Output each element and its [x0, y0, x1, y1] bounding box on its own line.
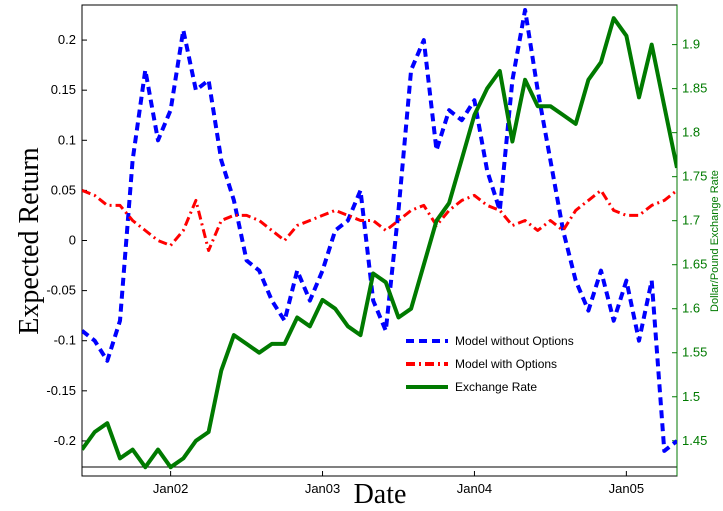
y-axis-right: 1.45 1.5 1.55 1.6 1.65 1.7 1.75 1.8 1.85 1.9: [672, 5, 707, 476]
legend: Model without Options Model with Options…: [398, 328, 628, 426]
y-tick-label: 0.15: [51, 82, 76, 97]
y2-tick-label: 1.6: [682, 301, 700, 316]
series-line-exchange-rate: [82, 16, 677, 470]
y2-tick-label: 1.5: [682, 389, 700, 404]
y2-tick-label: 1.75: [682, 169, 707, 184]
y-axis-label: Expected Return: [14, 147, 45, 334]
series-line-model-without-options: [82, 8, 677, 453]
series-layer: [82, 8, 677, 470]
legend-label-model-without-options: Model without Options: [455, 334, 574, 348]
y-tick-label: -0.1: [54, 333, 76, 348]
x-tick-label: Jan05: [609, 481, 644, 496]
y2-tick-label: 1.7: [682, 213, 700, 228]
legend-box: [398, 328, 628, 426]
y-tick-label: 0.1: [58, 132, 76, 147]
x-tick-label: Jan02: [153, 481, 188, 496]
y2-tick-label: 1.55: [682, 345, 707, 360]
y2-tick-label: 1.85: [682, 81, 707, 96]
legend-label-exchange-rate: Exchange Rate: [455, 380, 537, 394]
y-axis-left: -0.2 -0.15 -0.1 -0.05 0 0.05 0.1 0.15 0.2: [46, 32, 87, 448]
y-tick-label: -0.05: [46, 283, 76, 298]
y2-tick-label: 1.45: [682, 433, 707, 448]
y-tick-label: -0.15: [46, 383, 76, 398]
legend-label-model-with-options: Model with Options: [455, 357, 557, 371]
x-axis: Jan02 Jan03 Jan04 Jan05: [153, 471, 644, 496]
y-tick-label: -0.2: [54, 433, 76, 448]
y2-tick-label: 1.9: [682, 37, 700, 52]
y2-tick-label: 1.8: [682, 125, 700, 140]
series-line-model-with-options: [82, 188, 677, 252]
x-tick-label: Jan03: [305, 481, 340, 496]
x-axis-label: Date: [354, 479, 407, 510]
y2-axis-label: Dollar/Pound Exchange Rate: [709, 170, 721, 312]
x-tick-label: Jan04: [457, 481, 492, 496]
y2-tick-label: 1.65: [682, 257, 707, 272]
y-tick-label: 0: [69, 233, 76, 248]
y-tick-label: 0.05: [51, 182, 76, 197]
y-tick-label: 0.2: [58, 32, 76, 47]
